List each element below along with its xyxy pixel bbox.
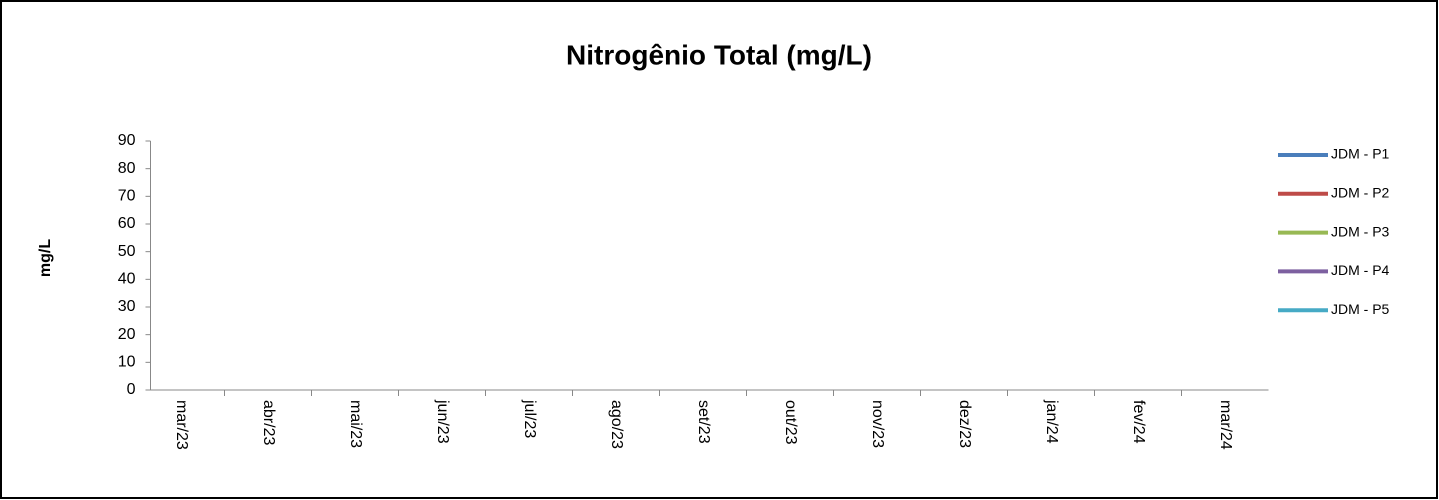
x-tick-label: mai/23	[347, 400, 364, 448]
y-tick-label: 40	[118, 271, 136, 288]
legend-label: JDM - P2	[1331, 185, 1390, 201]
y-tick-label: 90	[118, 132, 136, 149]
y-tick-label: 50	[118, 243, 136, 260]
x-tick-label: nov/23	[869, 400, 886, 448]
legend-label: JDM - P1	[1331, 146, 1390, 162]
x-tick-label: dez/23	[956, 400, 973, 448]
y-tick-label: 0	[127, 381, 136, 398]
x-tick-label: jan/24	[1043, 399, 1060, 444]
y-tick-label: 80	[118, 160, 136, 177]
x-tick-label: set/23	[695, 400, 712, 444]
x-tick-label: jul/23	[521, 399, 538, 438]
legend-label: JDM - P4	[1331, 262, 1390, 278]
x-tick-label: ago/23	[608, 400, 625, 449]
y-tick-label: 10	[118, 354, 136, 371]
y-tick-label: 70	[118, 188, 136, 205]
y-tick-label: 30	[118, 298, 136, 315]
x-tick-label: out/23	[782, 400, 799, 445]
y-axis-label: mg/L	[37, 239, 54, 277]
x-tick-label: mar/24	[1217, 400, 1234, 450]
legend-label: JDM - P3	[1331, 223, 1390, 239]
y-tick-label: 20	[118, 326, 136, 343]
x-tick-label: fev/24	[1130, 400, 1147, 444]
x-tick-label: abr/23	[260, 400, 277, 445]
y-tick-label: 60	[118, 215, 136, 232]
chart-title: Nitrogênio Total (mg/L)	[566, 39, 872, 70]
x-tick-label: mar/23	[173, 400, 190, 450]
x-tick-label: jun/23	[434, 399, 451, 444]
legend-label: JDM - P5	[1331, 301, 1390, 317]
